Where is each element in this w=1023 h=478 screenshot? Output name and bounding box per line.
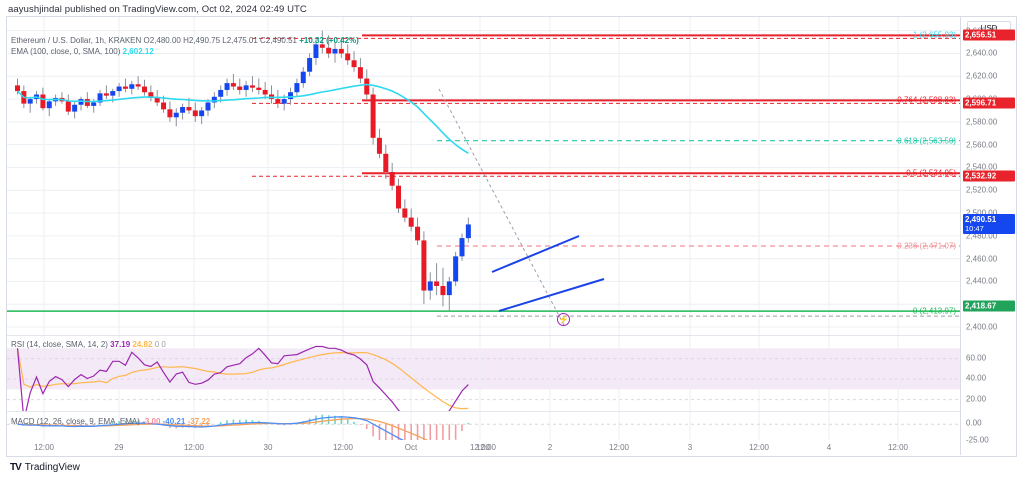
price-pane[interactable] xyxy=(7,17,960,335)
price-tick-13: 2,400.00 xyxy=(966,322,998,332)
price-tick-11: 2,440.00 xyxy=(966,276,998,286)
time-tick-7: 12:00 xyxy=(469,443,491,452)
tradingview-logo-icon: TV xyxy=(10,462,22,473)
price-tick-5: 2,560.00 xyxy=(966,140,998,150)
time-tick-4: 12:00 xyxy=(332,443,354,452)
fib-1-badge[interactable]: 2,656.51 xyxy=(963,29,1015,41)
fib-0-badge[interactable]: 2,418.67 xyxy=(963,300,1015,312)
macd-tick-1: -25.00 xyxy=(966,435,989,445)
price-plot xyxy=(7,17,960,335)
fib-level-label-5: 0 (2,413.97) xyxy=(912,306,956,316)
time-tick-12: 4 xyxy=(826,443,832,452)
time-axis[interactable]: 12:00 29 12:00 30 12:00 Oct 12:00 12:00 2 12:00 3 1… xyxy=(6,440,1017,457)
idea-flag-marker[interactable]: ⚡ xyxy=(557,313,570,326)
fib-level-label-2: 0.618 (2,563.50) xyxy=(897,136,956,146)
rsi-pane[interactable] xyxy=(7,335,960,411)
price-tick-1: 2,640.00 xyxy=(966,48,998,58)
tradingview-name: TradingView xyxy=(24,462,80,473)
time-tick-11: 12:00 xyxy=(748,443,770,452)
last-price-badge[interactable]: 2,490.51 10:47 xyxy=(963,213,1015,234)
time-tick-13: 12:00 xyxy=(887,443,909,452)
fib-level-label-1: 0.764 (2,598.83) xyxy=(897,95,956,105)
fib-level-label-0: 1 (2,655.93) xyxy=(912,30,956,40)
chart-frame: Ethereum / U.S. Dollar, 1h, KRAKEN O2,48… xyxy=(6,16,1017,456)
attribution-text: aayushjindal published on TradingView.co… xyxy=(8,4,307,15)
candle-series xyxy=(15,30,471,312)
time-tick-9: 12:00 xyxy=(608,443,630,452)
time-tick-3: 30 xyxy=(263,443,273,452)
rsi-tick-1: 40.00 xyxy=(966,373,987,383)
time-tick-10: 3 xyxy=(687,443,693,452)
rsi-tick-2: 20.00 xyxy=(966,394,987,404)
price-tick-10: 2,460.00 xyxy=(966,254,998,264)
price-tick-4: 2,580.00 xyxy=(966,117,998,127)
price-tick-9: 2,480.00 xyxy=(966,231,998,241)
last-price-badge-time: 10:47 xyxy=(965,223,984,233)
price-tick-8: 2,500.00 xyxy=(966,209,997,218)
macd-tick-0: 0.00 xyxy=(966,418,982,428)
rsi-plot xyxy=(7,336,960,411)
time-tick-1: 29 xyxy=(114,443,124,452)
fib-05-badge[interactable]: 2,532.92 xyxy=(963,170,1015,182)
time-tick-6: 12:00 xyxy=(475,443,497,452)
fib-level-label-3: 0.5 (2,534.95) xyxy=(906,168,956,178)
price-tick-2: 2,620.00 xyxy=(966,71,998,81)
price-axis[interactable]: USD 2,660.002,640.002,620.002,600.002,58… xyxy=(960,17,1016,455)
price-tick-7: 2,520.00 xyxy=(966,185,998,195)
time-tick-2: 12:00 xyxy=(183,443,205,452)
tradingview-brand: TV TradingView xyxy=(10,462,80,473)
rsi-tick-0: 60.00 xyxy=(966,353,987,363)
time-tick-0: 12:00 xyxy=(33,443,55,452)
time-tick-8: 2 xyxy=(547,443,553,452)
fib-level-label-4: 0.236 (2,471.07) xyxy=(897,241,956,251)
price-tick-6: 2,540.00 xyxy=(966,162,998,172)
time-tick-5: Oct xyxy=(404,443,418,452)
fib-0764-badge[interactable]: 2,596.71 xyxy=(963,97,1015,109)
